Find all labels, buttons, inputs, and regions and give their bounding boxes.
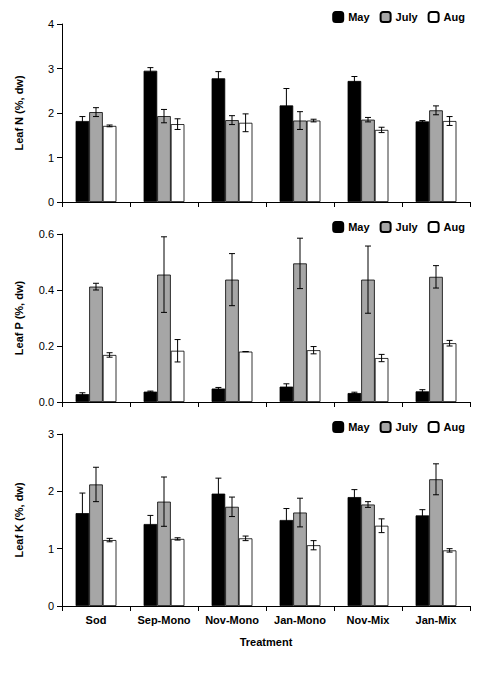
svg-text:0.4: 0.4 xyxy=(39,284,54,296)
svg-text:0.0: 0.0 xyxy=(39,396,54,408)
svg-text:Leaf K (%, dw): Leaf K (%, dw) xyxy=(13,482,25,558)
svg-text:0.2: 0.2 xyxy=(39,340,54,352)
svg-text:3: 3 xyxy=(48,63,54,75)
svg-text:Nov-Mix: Nov-Mix xyxy=(347,614,391,626)
svg-text:1: 1 xyxy=(48,543,54,555)
svg-text:Treatment: Treatment xyxy=(240,636,293,648)
svg-text:May: May xyxy=(348,11,370,23)
svg-text:Sep-Mono: Sep-Mono xyxy=(137,614,190,626)
svg-text:Leaf P (%, dw): Leaf P (%, dw) xyxy=(13,280,25,355)
svg-text:Aug: Aug xyxy=(444,421,465,433)
svg-text:Leaf N (%, dw): Leaf N (%, dw) xyxy=(13,75,25,151)
svg-text:Sod: Sod xyxy=(86,614,107,626)
svg-text:0: 0 xyxy=(48,196,54,208)
svg-text:May: May xyxy=(348,421,370,433)
svg-text:0.6: 0.6 xyxy=(39,228,54,240)
svg-text:2: 2 xyxy=(48,485,54,497)
svg-text:Jan-Mono: Jan-Mono xyxy=(274,614,326,626)
svg-text:4: 4 xyxy=(48,18,54,30)
svg-text:July: July xyxy=(396,421,419,433)
svg-text:Jan-Mix: Jan-Mix xyxy=(416,614,458,626)
svg-text:July: July xyxy=(396,221,419,233)
svg-text:3: 3 xyxy=(48,428,54,440)
svg-text:0: 0 xyxy=(48,600,54,612)
svg-text:Aug: Aug xyxy=(444,11,465,23)
svg-text:1: 1 xyxy=(48,152,54,164)
svg-text:Aug: Aug xyxy=(444,221,465,233)
svg-text:July: July xyxy=(396,11,419,23)
svg-text:2: 2 xyxy=(48,107,54,119)
svg-text:Nov-Mono: Nov-Mono xyxy=(205,614,259,626)
svg-text:May: May xyxy=(348,221,370,233)
